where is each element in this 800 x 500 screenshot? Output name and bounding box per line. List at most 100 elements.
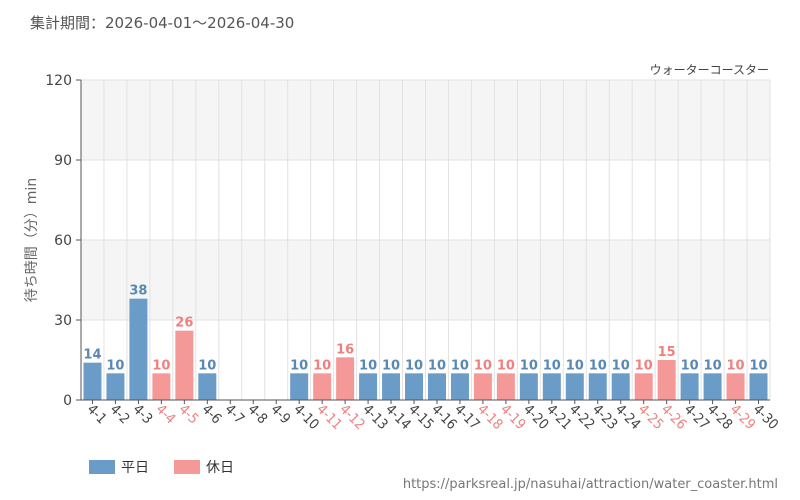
data-label-4-1: 14: [83, 348, 101, 363]
bar-4-17[interactable]: [450, 373, 469, 400]
bar-4-18[interactable]: [473, 373, 492, 400]
bar-4-2[interactable]: [106, 373, 125, 400]
data-label-4-14: 10: [382, 358, 400, 373]
data-label-4-13: 10: [359, 358, 377, 373]
data-label-4-29: 10: [727, 358, 745, 373]
data-label-4-2: 10: [106, 358, 124, 373]
data-label-4-11: 10: [313, 358, 331, 373]
bar-4-19[interactable]: [496, 373, 515, 400]
bar-4-22[interactable]: [565, 373, 584, 400]
data-label-4-20: 10: [520, 358, 538, 373]
y-tick-label: 120: [45, 73, 72, 89]
series-label: ウォーターコースター: [650, 63, 769, 77]
bar-4-12[interactable]: [336, 357, 355, 400]
data-label-4-21: 10: [543, 358, 561, 373]
data-label-4-5: 26: [175, 316, 193, 331]
legend-swatch-weekday: [89, 460, 115, 474]
x-tick-label-4-26: 4-26: [658, 402, 690, 434]
x-tick-label-4-5: 4-5: [176, 402, 202, 428]
x-tick-label-4-24: 4-24: [612, 402, 644, 434]
data-label-4-30: 10: [749, 358, 767, 373]
data-label-4-22: 10: [566, 358, 584, 373]
x-tick-label-4-21: 4-21: [543, 402, 575, 434]
y-axis-label: 待ち時間（分）min: [24, 178, 40, 302]
x-tick-label-4-3: 4-3: [130, 402, 156, 428]
bar-4-26[interactable]: [657, 360, 676, 400]
bar-4-3[interactable]: [129, 298, 148, 400]
data-label-4-6: 10: [198, 358, 216, 373]
bar-4-4[interactable]: [152, 373, 171, 400]
x-tick-label-4-22: 4-22: [566, 402, 598, 434]
bar-4-16[interactable]: [427, 373, 446, 400]
y-axis-ticks: 0 30 60 90 120: [45, 73, 81, 409]
x-tick-label-4-23: 4-23: [589, 402, 621, 434]
bar-4-27[interactable]: [680, 373, 699, 400]
bar-4-30[interactable]: [749, 373, 768, 400]
data-label-4-24: 10: [612, 358, 630, 373]
legend-label-holiday: 休日: [206, 460, 234, 476]
bar-4-1[interactable]: [83, 362, 102, 400]
data-label-4-3: 38: [129, 284, 147, 299]
data-label-4-4: 10: [152, 358, 170, 373]
data-label-4-28: 10: [704, 358, 722, 373]
x-tick-label-4-12: 4-12: [336, 402, 368, 434]
x-tick-label-4-17: 4-17: [451, 402, 483, 434]
bar-4-13[interactable]: [359, 373, 378, 400]
y-tick-label: 0: [63, 393, 72, 409]
x-tick-label-4-10: 4-10: [290, 402, 322, 434]
x-tick-label-4-20: 4-20: [520, 402, 552, 434]
x-tick-label-4-9: 4-9: [267, 402, 293, 428]
data-label-4-15: 10: [405, 358, 423, 373]
x-tick-label-4-25: 4-25: [635, 402, 667, 434]
x-tick-label-4-15: 4-15: [405, 402, 437, 434]
source-url[interactable]: https://parksreal.jp/nasuhai/attraction/…: [403, 477, 778, 492]
bars: [83, 298, 768, 400]
data-label-4-16: 10: [428, 358, 446, 373]
x-tick-label-4-14: 4-14: [382, 402, 414, 434]
bar-4-23[interactable]: [588, 373, 607, 400]
data-label-4-26: 15: [658, 345, 676, 360]
x-tick-label-4-19: 4-19: [497, 402, 529, 434]
x-tick-label-4-18: 4-18: [474, 402, 506, 434]
period-text: 集計期間：2026-04-01～2026-04-30: [30, 14, 294, 32]
data-label-4-12: 16: [336, 342, 354, 357]
x-tick-label-4-8: 4-8: [244, 402, 270, 428]
x-axis-ticks: 4-14-24-34-44-54-64-74-84-94-104-114-124…: [84, 400, 782, 434]
plot-area: 14 10 38 10 26 10 10 10 16 10 10 10 10 10 10 10 10 10 10 10…: [45, 73, 781, 433]
data-label-4-23: 10: [589, 358, 607, 373]
data-label-4-18: 10: [474, 358, 492, 373]
bar-4-25[interactable]: [634, 373, 653, 400]
bar-4-15[interactable]: [405, 373, 424, 400]
x-tick-label-4-16: 4-16: [428, 402, 460, 434]
x-tick-label-4-30: 4-30: [750, 402, 782, 434]
bar-4-6[interactable]: [198, 373, 217, 400]
bar-4-20[interactable]: [519, 373, 538, 400]
x-tick-label-4-6: 4-6: [198, 402, 224, 428]
data-label-4-10: 10: [290, 358, 308, 373]
x-tick-label-4-1: 4-1: [84, 402, 110, 428]
bar-4-11[interactable]: [313, 373, 332, 400]
bar-4-21[interactable]: [542, 373, 561, 400]
y-tick-label: 60: [54, 233, 72, 249]
bar-4-24[interactable]: [611, 373, 630, 400]
x-tick-label-4-11: 4-11: [313, 402, 345, 434]
x-tick-label-4-4: 4-4: [153, 402, 179, 428]
bar-4-14[interactable]: [382, 373, 401, 400]
data-label-4-27: 10: [681, 358, 699, 373]
x-tick-label-4-2: 4-2: [107, 402, 133, 428]
bar-4-5[interactable]: [175, 330, 194, 400]
legend-swatch-holiday: [174, 460, 200, 474]
bar-4-10[interactable]: [290, 373, 309, 400]
horizontal-gridlines: [81, 79, 770, 401]
data-label-4-19: 10: [497, 358, 515, 373]
data-label-4-17: 10: [451, 358, 469, 373]
x-tick-label-4-27: 4-27: [681, 402, 713, 434]
x-tick-label-4-13: 4-13: [359, 402, 391, 434]
x-tick-label-4-29: 4-29: [727, 402, 759, 434]
y-tick-label: 90: [54, 153, 72, 169]
bar-4-29[interactable]: [726, 373, 745, 400]
bar-4-28[interactable]: [703, 373, 722, 400]
data-label-4-25: 10: [635, 358, 653, 373]
legend[interactable]: 平日 休日: [89, 460, 234, 476]
